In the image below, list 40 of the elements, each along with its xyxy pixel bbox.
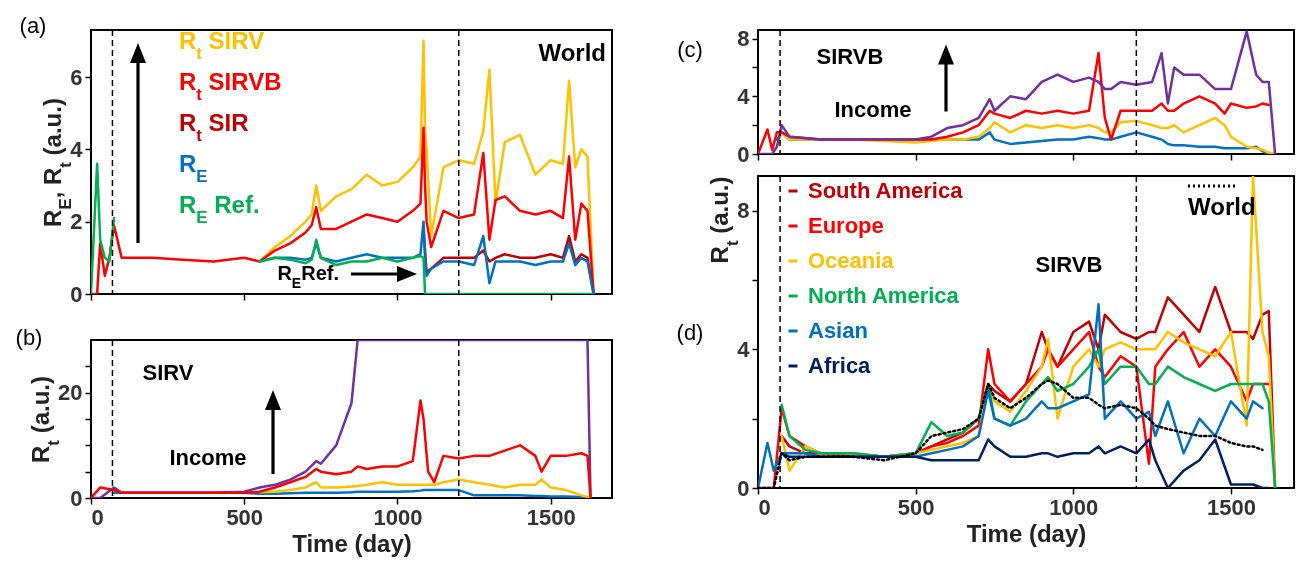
y-tick-label: 4 — [737, 83, 751, 109]
y-tick-label: 8 — [737, 26, 750, 52]
series-label: R$_{E}$ Ref. — [179, 191, 260, 227]
y-tick-label: 0 — [70, 281, 83, 307]
x-tick-label: 1500 — [1206, 494, 1256, 520]
text: R$_{t}$ SIR — [179, 109, 249, 145]
annotation: Income — [834, 97, 912, 122]
y-tick-label: 0 — [737, 475, 750, 501]
x-tick-label: 1000 — [373, 504, 423, 530]
annotation: Income — [169, 445, 247, 470]
annotation: SIRV — [142, 360, 194, 385]
legend-label: Asian — [808, 318, 868, 343]
legend-label: North America — [808, 283, 960, 308]
x-axis-title: Time (day) — [966, 519, 1087, 547]
legend-label: South America — [808, 178, 964, 203]
x-axis-title: Time (day) — [292, 529, 412, 557]
text: (d) — [676, 320, 704, 345]
y-tick-label: 4 — [70, 136, 84, 162]
y-tick-label: 6 — [70, 64, 83, 90]
annotation: World — [538, 39, 606, 66]
x-tick-label: 1000 — [1049, 494, 1099, 520]
y-tick-label: 0 — [737, 141, 750, 167]
legend-label: Europe — [808, 213, 884, 238]
x-tick-label: 1500 — [526, 504, 576, 530]
legend-label: Africa — [808, 353, 872, 378]
text: (c) — [677, 37, 703, 62]
text: (a) — [19, 13, 47, 38]
text: R$_{E}$ — [179, 150, 208, 186]
annotation: SIRVB — [1035, 252, 1103, 277]
x-tick-label: 500 — [897, 494, 935, 520]
legend-label: Oceania — [808, 248, 895, 273]
x-tick-label: 500 — [226, 504, 264, 530]
text: R$_{t}$ SIRVB — [179, 68, 282, 104]
x-tick-label: 0 — [758, 494, 771, 520]
annotation: R$_{E}$Ref. — [277, 262, 339, 291]
annotation: SIRVB — [816, 44, 884, 69]
text: R$_{t}$ SIRV — [179, 27, 265, 63]
text: (b) — [15, 325, 43, 350]
x-tick-label: 0 — [91, 504, 104, 530]
y-tick-label: 4 — [737, 336, 751, 362]
